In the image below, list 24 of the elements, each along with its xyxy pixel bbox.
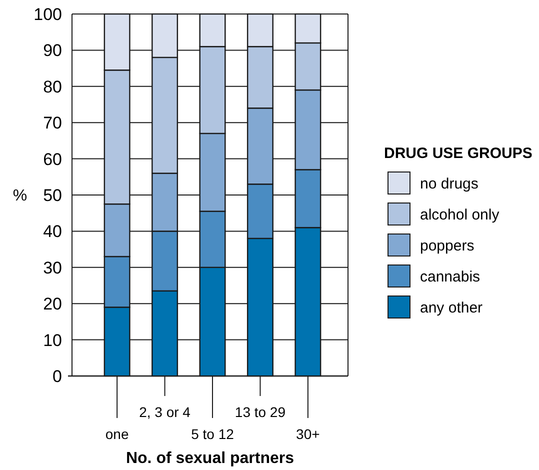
y-tick-label: 100 <box>34 4 62 24</box>
y-tick-label: 10 <box>43 330 62 350</box>
legend-label: any other <box>420 299 483 316</box>
y-axis-title: % <box>12 188 28 205</box>
y-tick-label: 90 <box>43 41 62 60</box>
legend-label: poppers <box>420 237 474 254</box>
y-tick-label: 80 <box>43 77 62 96</box>
y-tick-label: 0 <box>52 366 62 386</box>
y-tick-label: 20 <box>43 294 62 314</box>
x-tick-label: 30+ <box>296 426 320 442</box>
x-tick-label: 2, 3 or 4 <box>139 404 191 420</box>
legend-label: no drugs <box>420 175 478 192</box>
x-tick-label: 5 to 12 <box>191 426 234 442</box>
legend-label: cannabis <box>420 268 480 286</box>
legend-title: DRUG USE GROUPS <box>384 145 532 162</box>
x-axis-title: No. of sexual partners <box>126 450 294 467</box>
y-tick-label: 70 <box>43 114 62 133</box>
x-tick-label: one <box>105 426 129 442</box>
x-tick-label: 13 to 29 <box>234 404 286 420</box>
y-tick-label: 30 <box>43 258 62 278</box>
legend-label: alcohol only <box>420 206 500 224</box>
y-tick-label: 60 <box>43 150 62 169</box>
y-tick-label: 50 <box>43 186 62 205</box>
y-tick-label: 40 <box>43 222 62 242</box>
